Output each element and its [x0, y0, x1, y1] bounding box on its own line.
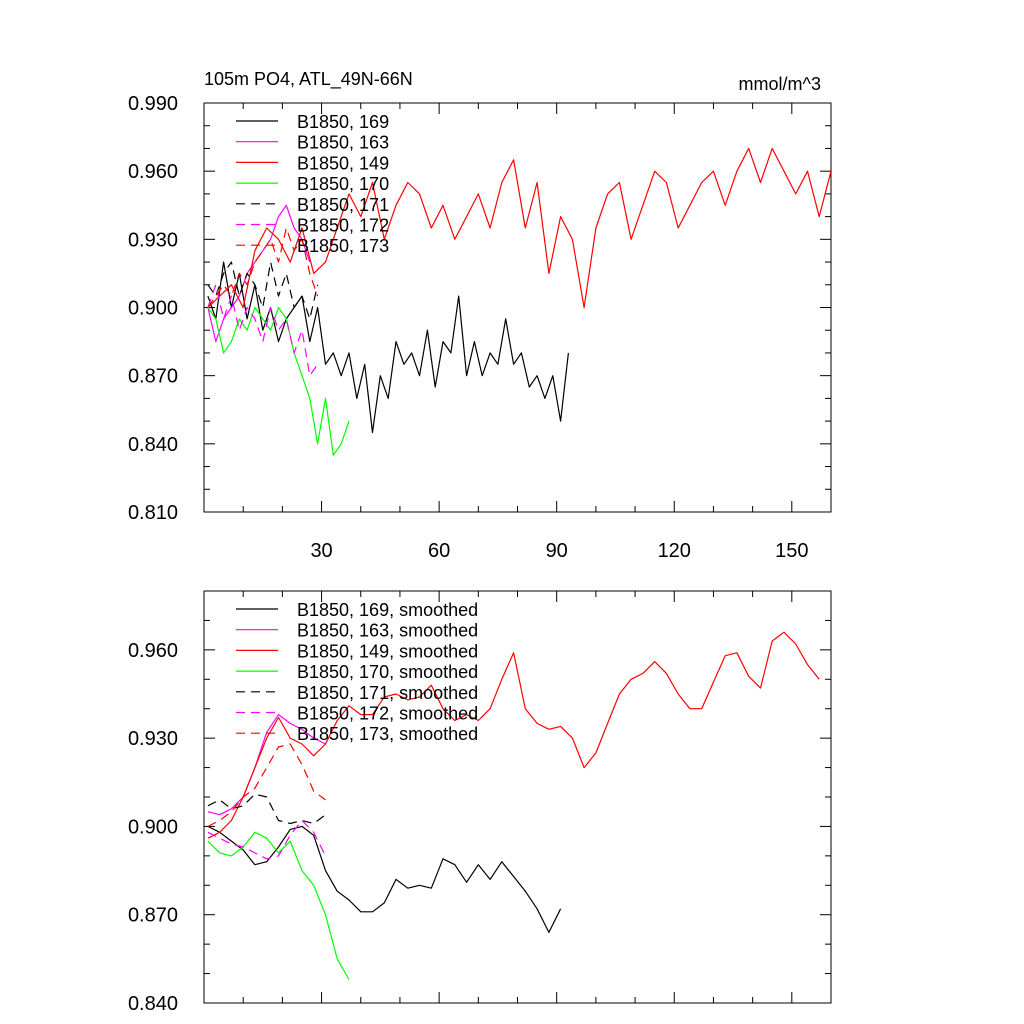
series-line-4	[207, 831, 350, 980]
units-label: mmol/m^3	[739, 74, 821, 94]
y-tick-label: 0.960	[128, 161, 178, 183]
series-line-7	[207, 227, 319, 308]
legend-label: B1850, 169, smoothed	[297, 600, 478, 620]
legend-label: B1850, 170, smoothed	[297, 662, 478, 682]
series-line-5	[207, 261, 319, 320]
y-tick-label: 0.840	[128, 993, 178, 1015]
legend-label: B1850, 171, smoothed	[297, 683, 478, 703]
series-line-4	[207, 306, 350, 456]
legend-label: B1850, 170	[297, 174, 389, 194]
x-tick-label: 120	[658, 540, 691, 562]
series-line-2	[207, 713, 326, 816]
y-tick-label: 0.990	[128, 93, 178, 115]
legend-label: B1850, 173, smoothed	[297, 724, 478, 744]
top-panel: 0.810 0.840 0.870 0.900 0.930 0.960 0.990 30 60 9…	[128, 69, 832, 562]
legend-label: B1850, 149	[297, 153, 389, 173]
y-tick-label: 0.870	[128, 366, 178, 388]
series-line-1	[207, 825, 562, 934]
legend-label: B1850, 169	[297, 112, 389, 132]
series-line-5	[207, 793, 326, 825]
legend-label: B1850, 172, smoothed	[297, 704, 478, 724]
series-group	[207, 631, 820, 980]
legend-label: B1850, 173	[297, 236, 389, 256]
series-line-3	[207, 631, 820, 839]
series-line-6	[207, 284, 319, 377]
y-tick-label: 0.810	[128, 502, 178, 524]
bottom-panel: 0.840 0.870 0.900 0.930 0.960 B1850, 169, smo…	[128, 590, 832, 1015]
y-tick-label: 0.900	[128, 298, 178, 320]
series-line-6	[207, 819, 327, 860]
y-tick-label: 0.900	[128, 816, 178, 838]
series-line-1	[207, 261, 569, 434]
legend-label: B1850, 172	[297, 216, 389, 236]
y-tick-label: 0.930	[128, 229, 178, 251]
legend-label: B1850, 163, smoothed	[297, 621, 478, 641]
y-tick-label: 0.870	[128, 905, 178, 927]
series-line-3	[207, 147, 831, 309]
x-tick-label: 90	[546, 540, 568, 562]
x-tick-label: 60	[428, 540, 450, 562]
y-tick-label: 0.840	[128, 434, 178, 456]
y-tick-label: 0.960	[128, 640, 178, 662]
chart-title: 105m PO4, ATL_49N-66N	[204, 69, 413, 90]
legend-label: B1850, 149, smoothed	[297, 641, 478, 661]
x-tick-label: 150	[775, 540, 808, 562]
series-group	[207, 147, 831, 456]
x-tick-label: 30	[310, 540, 332, 562]
legend-label: B1850, 171	[297, 195, 389, 215]
legend-label: B1850, 163	[297, 133, 389, 153]
series-line-7	[207, 743, 326, 827]
y-tick-label: 0.930	[128, 728, 178, 750]
